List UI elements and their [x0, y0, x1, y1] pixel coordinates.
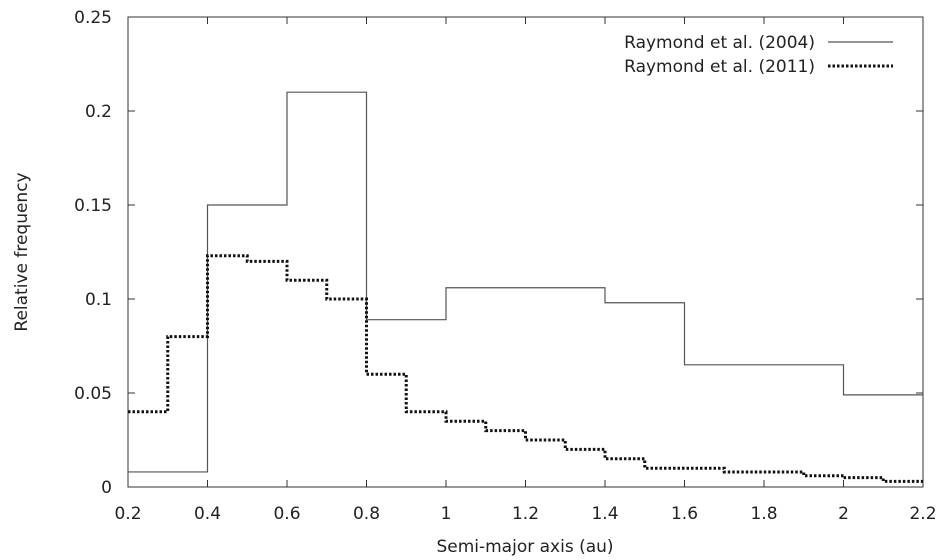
- x-tick-label: 0.6: [273, 504, 300, 524]
- tick-marks: [127, 16, 924, 488]
- legend: Raymond et al. (2004) Raymond et al. (201…: [624, 33, 893, 77]
- y-tick-label: 0.2: [85, 102, 112, 122]
- plot-frame: [127, 16, 924, 488]
- x-tick-label: 0.2: [114, 504, 141, 524]
- x-tick-label: 0.8: [353, 504, 380, 524]
- series-line-2: [128, 254, 923, 483]
- x-tick-label: 2: [838, 504, 849, 524]
- x-tick-label: 1.4: [591, 504, 618, 524]
- x-tick-label: 0.4: [194, 504, 221, 524]
- x-tick-label: 1.2: [512, 504, 539, 524]
- y-tick-label: 0: [101, 478, 112, 498]
- y-axis-title: Relative frequency: [12, 172, 32, 331]
- x-axis-title: Semi-major axis (au): [436, 537, 613, 557]
- x-tick-label: 1: [441, 504, 452, 524]
- y-tick-label: 0.05: [74, 384, 112, 404]
- legend-label-2: Raymond et al. (2011): [624, 57, 815, 77]
- x-tick-label: 1.8: [750, 504, 777, 524]
- series-layer: [128, 91, 923, 483]
- y-tick-labels: 0 0.05 0.1 0.15 0.2 0.25: [74, 8, 112, 498]
- legend-label-1: Raymond et al. (2004): [624, 33, 815, 53]
- series-line-1: [128, 91, 923, 473]
- x-tick-label: 1.6: [671, 504, 698, 524]
- x-tick-label: 2.2: [909, 504, 936, 524]
- y-tick-label: 0.15: [74, 196, 112, 216]
- x-tick-labels: 0.2 0.4 0.6 0.8 1 1.2 1.4 1.6 1.8 2 2.2: [114, 504, 936, 524]
- y-tick-label: 0.1: [85, 290, 112, 310]
- y-tick-label: 0.25: [74, 8, 112, 28]
